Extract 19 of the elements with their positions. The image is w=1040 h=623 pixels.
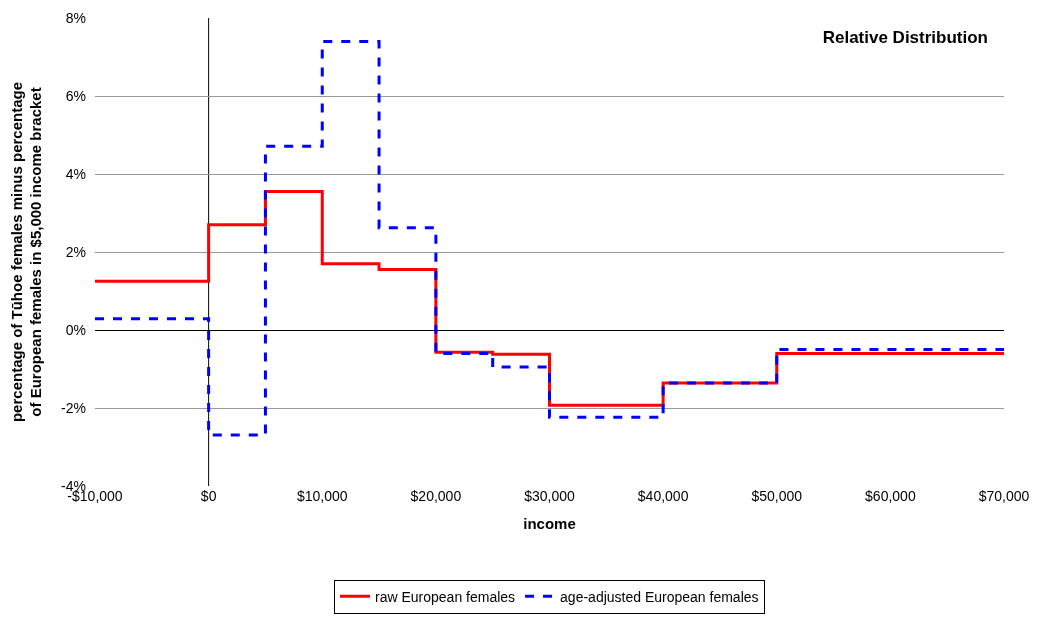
text: Relative Distribution bbox=[822, 28, 988, 48]
x-tick-label: $30,000 bbox=[524, 488, 576, 504]
y-tick-label: 2% bbox=[65, 243, 86, 260]
y-tick-label: 4% bbox=[65, 165, 86, 182]
y-tick-label: 6% bbox=[65, 87, 86, 104]
x-axis-title: income bbox=[523, 515, 576, 532]
y-axis-title: percentage of Tūhoe females minus percentage of European females in $5,000 income bracket bbox=[7, 81, 45, 423]
x-tick-label: $10,000 bbox=[296, 488, 348, 504]
x-tick-label: $60,000 bbox=[865, 488, 916, 504]
x-tick-label: $40,000 bbox=[637, 488, 689, 504]
legend-label: age-adjusted European females bbox=[560, 588, 759, 605]
y-tick-label: -2% bbox=[61, 399, 86, 416]
x-tick-label: $50,000 bbox=[751, 488, 803, 504]
x-tick-label: $20,000 bbox=[410, 488, 462, 504]
y-tick-label: 8% bbox=[65, 9, 86, 26]
legend-label: raw European females bbox=[375, 588, 516, 605]
y-tick-label: 0% bbox=[65, 321, 86, 338]
x-tick-label: $0 bbox=[200, 488, 217, 504]
x-tick-label: $70,000 bbox=[978, 488, 1030, 504]
